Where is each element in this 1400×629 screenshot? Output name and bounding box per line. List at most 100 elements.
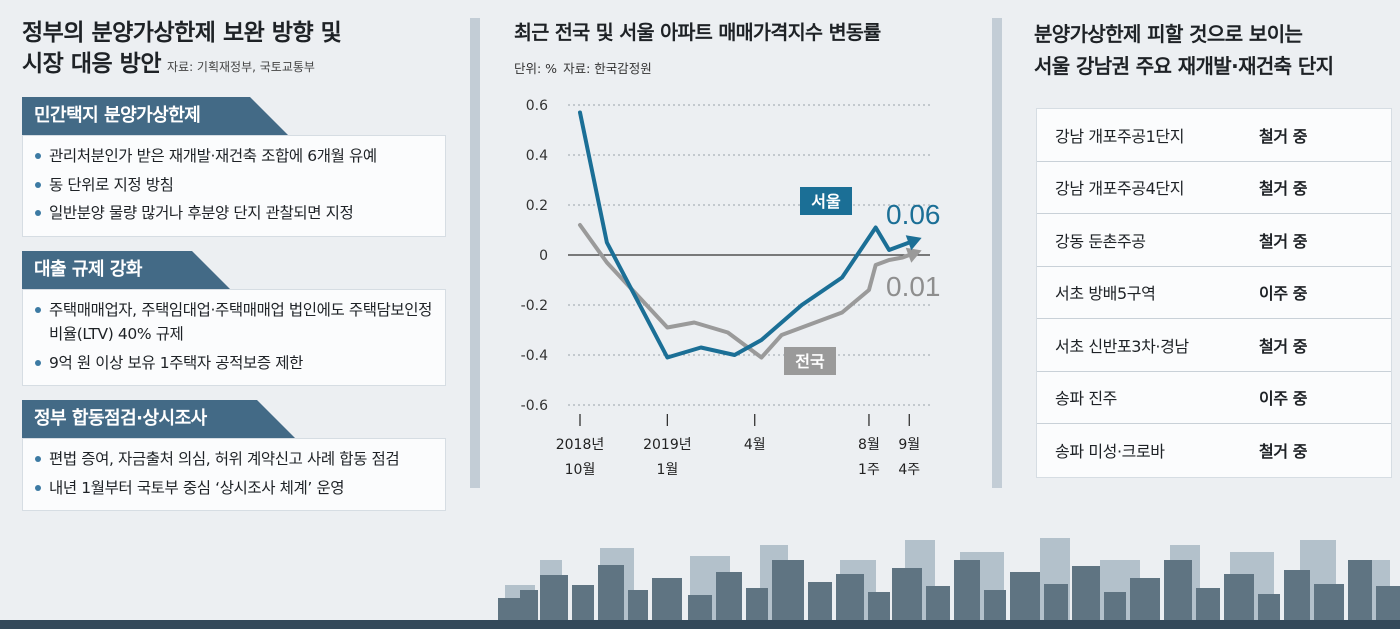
complex-status: 이주 중 — [1259, 389, 1308, 409]
y-tick-label: 0.4 — [526, 148, 548, 164]
skyline-building — [1348, 560, 1372, 629]
national-end-value: 0.01 — [886, 271, 941, 302]
seoul-arrow-head — [905, 235, 922, 251]
x-tick-label: 2018년 — [556, 437, 605, 453]
chart-source: 자료: 한국감정원 — [563, 61, 652, 76]
bullet-item: 9억 원 이상 보유 1주택자 공적보증 제한 — [33, 351, 435, 376]
skyline-building — [1010, 572, 1040, 629]
x-tick-label: 1월 — [656, 462, 678, 478]
section-joint-inspection: 정부 합동점검·상시조사 편법 증여, 자금출처 의심, 허위 계약신고 사례 … — [22, 400, 452, 511]
table-row: 송파 미성·크로바 철거 중 — [1037, 424, 1391, 477]
complex-title-line1: 분양가상한제 피할 것으로 보이는 — [1034, 22, 1303, 46]
national-legend-tag-label: 전국 — [795, 352, 825, 371]
x-tick-label: 10월 — [565, 462, 596, 478]
skyline-building — [772, 560, 804, 629]
complex-status: 철거 중 — [1259, 442, 1308, 462]
bullet-item: 주택매매업자, 주택임대업·주택매매업 법인에도 주택담보인정비율(LTV) 4… — [33, 298, 435, 347]
complex-name: 강남 개포주공4단지 — [1055, 179, 1185, 199]
skyline-building — [572, 585, 594, 629]
skyline-building — [1284, 570, 1310, 629]
policy-title-line2: 시장 대응 방안 — [22, 51, 161, 77]
bullet-item: 내년 1월부터 국토부 중심 ‘상시조사 체계’ 운영 — [33, 476, 435, 501]
section-heading: 민간택지 분양가상한제 — [22, 97, 289, 135]
seoul-legend-tag-box — [800, 187, 852, 215]
table-row: 서초 방배5구역 이주 중 — [1037, 267, 1391, 319]
complex-title-line2: 서울 강남권 주요 재개발·재건축 단지 — [1034, 54, 1334, 78]
y-tick-label: 0 — [539, 248, 548, 264]
complex-table: 강남 개포주공1단지 철거 중 강남 개포주공4단지 철거 중 강동 둔촌주공 철거 … — [1036, 108, 1392, 478]
x-tick-label: 2019년 — [643, 437, 692, 453]
section-body: 편법 증여, 자금출처 의심, 허위 계약신고 사례 합동 점검 내년 1월부터… — [22, 438, 446, 511]
y-tick-label: 0.6 — [526, 98, 548, 114]
x-tick-label: 1주 — [858, 462, 880, 478]
skyline-building — [868, 592, 890, 629]
policy-title-line1: 정부의 분양가상한제 보완 방향 및 — [22, 20, 342, 46]
seoul-series-line — [578, 110, 918, 360]
policy-source: 자료: 기획재정부, 국토교통부 — [166, 60, 315, 74]
policy-title: 정부의 분양가상한제 보완 방향 및 시장 대응 방안 자료: 기획재정부, 국토… — [22, 18, 452, 83]
complex-status: 이주 중 — [1259, 284, 1308, 304]
table-row: 강동 둔촌주공 철거 중 — [1037, 214, 1391, 267]
skyline-building — [520, 590, 538, 629]
section-body: 주택매매업자, 주택임대업·주택매매업 법인에도 주택담보인정비율(LTV) 4… — [22, 288, 446, 386]
national-legend-tag-box — [784, 347, 836, 375]
section-heading: 정부 합동점검·상시조사 — [22, 400, 295, 438]
skyline-building — [598, 565, 624, 629]
x-tick-label: 4주 — [898, 462, 920, 478]
bullet-item: 일반분양 물량 많거나 후분양 단지 관찰되면 지정 — [33, 201, 435, 226]
skyline-building — [716, 572, 742, 629]
y-tick-label: -0.4 — [521, 348, 548, 364]
seoul-legend-tag-label: 서울 — [811, 192, 841, 211]
left-separator — [470, 18, 480, 488]
national-arrow-head — [905, 247, 922, 263]
chart-title: 최근 전국 및 서울 아파트 매매가격지수 변동률 — [514, 21, 881, 44]
national-series-line — [578, 223, 918, 360]
complex-title: 분양가상한제 피할 것으로 보이는 서울 강남권 주요 재개발·재건축 단지 — [1034, 18, 1394, 82]
complex-panel: 분양가상한제 피할 것으로 보이는 서울 강남권 주요 재개발·재건축 단지 강… — [1034, 18, 1394, 478]
table-row: 서초 신반포3차·경남 철거 중 — [1037, 319, 1391, 372]
right-separator — [992, 18, 1002, 488]
complex-status: 철거 중 — [1259, 179, 1308, 199]
section-body: 관리처분인가 받은 재개발·재건축 조합에 6개월 유예 동 단위로 지정 방침… — [22, 135, 446, 237]
x-tick-label: 9월 — [898, 437, 920, 453]
bullet-item: 동 단위로 지정 방침 — [33, 173, 435, 198]
complex-name: 강남 개포주공1단지 — [1055, 126, 1185, 146]
complex-status: 철거 중 — [1259, 126, 1308, 146]
skyline-building — [984, 590, 1006, 629]
section-loan-regulation: 대출 규제 강화 주택매매업자, 주택임대업·주택매매업 법인에도 주택담보인정… — [22, 250, 452, 386]
complex-name: 서초 방배5구역 — [1055, 284, 1156, 304]
complex-name: 강동 둔촌주공 — [1055, 231, 1146, 251]
chart-unit: 단위: % — [514, 61, 558, 76]
y-tick-label: -0.2 — [521, 298, 548, 314]
bullet-item: 관리처분인가 받은 재개발·재건축 조합에 6개월 유예 — [33, 144, 435, 169]
skyline-building — [1164, 560, 1192, 629]
y-tick-label: 0.2 — [526, 198, 548, 214]
bullet-item: 편법 증여, 자금출처 의심, 허위 계약신고 사례 합동 점검 — [33, 447, 435, 472]
complex-name: 송파 진주 — [1055, 389, 1117, 409]
table-row: 강남 개포주공1단지 철거 중 — [1037, 109, 1391, 162]
skyline-building — [1072, 566, 1100, 629]
policy-panel: 정부의 분양가상한제 보완 방향 및 시장 대응 방안 자료: 기획재정부, 국토… — [22, 18, 452, 511]
seoul-end-value: 0.06 — [886, 199, 941, 230]
skyline-building — [746, 588, 768, 629]
y-tick-label: -0.6 — [521, 398, 548, 414]
x-tick-label: 8월 — [858, 437, 880, 453]
skyline-building — [954, 560, 980, 629]
table-row: 강남 개포주공4단지 철거 중 — [1037, 162, 1391, 214]
x-tick-label: 4월 — [744, 437, 766, 453]
complex-name: 서초 신반포3차·경남 — [1055, 336, 1189, 356]
complex-status: 철거 중 — [1259, 231, 1308, 251]
section-heading: 대출 규제 강화 — [22, 250, 230, 289]
complex-status: 철거 중 — [1259, 336, 1308, 356]
skyline-building — [628, 590, 648, 629]
table-row: 송파 진주 이주 중 — [1037, 372, 1391, 424]
skyline-building — [1104, 592, 1126, 629]
section-price-cap: 민간택지 분양가상한제 관리처분인가 받은 재개발·재건축 조합에 6개월 유예… — [22, 97, 452, 237]
chart-unit-line: 단위: % 자료: 한국감정원 — [514, 58, 974, 77]
skyline-building — [1224, 574, 1254, 629]
complex-name: 송파 미성·크로바 — [1055, 442, 1165, 462]
skyline-building — [836, 574, 864, 629]
skyline-building — [892, 568, 922, 629]
